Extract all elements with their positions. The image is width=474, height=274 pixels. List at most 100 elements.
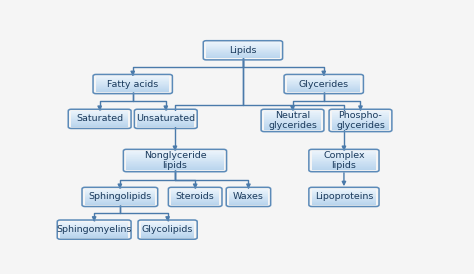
Bar	[96, 89, 170, 90]
Bar	[264, 118, 321, 119]
Bar	[96, 79, 170, 80]
Bar	[264, 128, 321, 129]
Bar	[312, 201, 376, 202]
Bar	[71, 125, 128, 126]
Bar	[137, 126, 194, 127]
Bar	[71, 114, 128, 115]
Bar	[137, 112, 194, 113]
Bar	[332, 118, 389, 119]
Bar	[60, 224, 128, 225]
Text: Phospho-
glycerides: Phospho- glycerides	[336, 111, 385, 130]
Bar	[141, 231, 194, 232]
Text: Lipids: Lipids	[229, 46, 257, 55]
Bar	[229, 200, 268, 201]
Bar	[264, 111, 321, 112]
Bar	[171, 189, 219, 190]
Bar	[85, 197, 155, 198]
Bar	[264, 124, 321, 125]
Bar	[60, 227, 128, 228]
Bar	[264, 117, 321, 118]
Bar	[85, 200, 155, 201]
Bar	[141, 236, 194, 237]
Bar	[60, 222, 128, 223]
Text: Nonglyceride
lipids: Nonglyceride lipids	[144, 151, 206, 170]
Bar	[287, 86, 360, 87]
Bar	[264, 114, 321, 115]
Text: Saturated: Saturated	[76, 114, 123, 123]
Bar	[96, 80, 170, 81]
Bar	[85, 195, 155, 196]
Bar	[126, 157, 224, 158]
Bar	[206, 54, 280, 55]
Bar	[264, 120, 321, 121]
Bar	[229, 203, 268, 204]
Bar	[96, 90, 170, 91]
Bar	[126, 158, 224, 159]
Bar	[229, 196, 268, 197]
Bar	[60, 231, 128, 232]
Bar	[312, 196, 376, 197]
Bar	[126, 163, 224, 164]
Text: Glycolipids: Glycolipids	[142, 225, 193, 234]
Bar	[71, 123, 128, 124]
Bar	[171, 197, 219, 198]
Bar	[137, 114, 194, 115]
Bar	[229, 192, 268, 193]
Bar	[137, 122, 194, 123]
Bar	[312, 159, 376, 160]
Bar	[141, 228, 194, 229]
Bar	[141, 226, 194, 227]
Bar	[312, 164, 376, 165]
Bar	[332, 111, 389, 112]
Bar	[137, 119, 194, 120]
Bar	[206, 47, 280, 48]
Bar	[229, 194, 268, 195]
Bar	[206, 50, 280, 51]
Bar	[171, 202, 219, 203]
Bar	[229, 189, 268, 190]
Bar	[71, 121, 128, 122]
Bar	[71, 122, 128, 123]
Bar	[171, 192, 219, 193]
Bar	[137, 116, 194, 117]
Bar	[126, 165, 224, 166]
Bar	[126, 151, 224, 152]
Bar	[71, 116, 128, 117]
Bar	[126, 169, 224, 170]
Bar	[60, 235, 128, 236]
Bar	[126, 154, 224, 155]
Bar	[96, 78, 170, 79]
Bar	[229, 190, 268, 191]
Bar	[264, 123, 321, 124]
Bar	[85, 196, 155, 197]
Bar	[137, 125, 194, 126]
Bar	[71, 117, 128, 118]
Bar	[312, 192, 376, 193]
Bar	[206, 53, 280, 54]
Bar	[312, 189, 376, 190]
Bar	[312, 155, 376, 156]
Bar	[312, 203, 376, 204]
Bar	[312, 160, 376, 161]
Bar	[60, 233, 128, 234]
Bar	[312, 165, 376, 166]
Bar	[126, 155, 224, 156]
Bar	[171, 200, 219, 201]
Bar	[264, 126, 321, 127]
Bar	[85, 192, 155, 193]
Bar	[287, 91, 360, 92]
Bar	[96, 77, 170, 78]
Bar	[229, 202, 268, 203]
Text: Fatty acids: Fatty acids	[107, 79, 158, 89]
Bar	[171, 203, 219, 204]
Bar	[332, 115, 389, 116]
Bar	[312, 194, 376, 195]
Bar	[332, 112, 389, 113]
Bar	[206, 57, 280, 58]
Bar	[287, 84, 360, 85]
Bar	[60, 232, 128, 233]
Bar	[312, 168, 376, 169]
Bar	[96, 86, 170, 87]
Bar	[96, 76, 170, 77]
Bar	[206, 51, 280, 52]
